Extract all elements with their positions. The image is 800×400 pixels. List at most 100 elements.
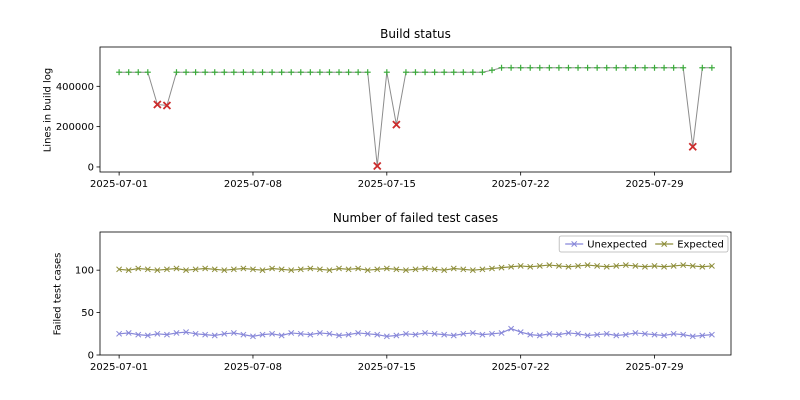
series-marker-unexpected xyxy=(565,329,572,336)
series-marker-unexpected xyxy=(383,333,390,340)
series-marker-expected xyxy=(431,266,438,273)
x-tick-label: 2025-07-29 xyxy=(625,362,683,373)
series-marker-expected xyxy=(297,266,304,273)
series-marker-expected xyxy=(125,267,132,274)
y-tick-label: 0 xyxy=(88,162,94,173)
series-marker-unexpected xyxy=(221,330,228,337)
series-marker-unexpected xyxy=(250,333,256,340)
series-marker-unexpected xyxy=(364,330,371,337)
series-marker-expected xyxy=(680,262,687,269)
series-marker-unexpected xyxy=(412,331,419,338)
series-marker-unexpected xyxy=(708,331,715,338)
series-marker-unexpected xyxy=(135,331,142,338)
x-tick-label: 2025-07-08 xyxy=(224,179,282,190)
series-marker-unexpected xyxy=(345,331,352,338)
x-tick-label: 2025-07-15 xyxy=(358,362,416,373)
series-marker-unexpected xyxy=(575,330,581,337)
series-marker-expected xyxy=(642,263,648,270)
series-marker-expected xyxy=(450,265,457,272)
series-marker-unexpected xyxy=(460,330,467,337)
series-marker-unexpected xyxy=(546,330,553,337)
series-marker-expected xyxy=(163,266,170,273)
series-marker-unexpected xyxy=(642,330,648,337)
series-marker-expected xyxy=(183,267,189,274)
series-marker-expected xyxy=(508,263,515,270)
series-marker-expected xyxy=(402,267,409,274)
series-marker-unexpected xyxy=(116,330,123,337)
series-marker-expected xyxy=(278,266,285,273)
series-marker-unexpected xyxy=(163,331,170,338)
series-marker-expected xyxy=(422,265,429,272)
series-marker-unexpected xyxy=(431,330,438,337)
failure-marker xyxy=(153,100,162,109)
series-marker-unexpected xyxy=(632,329,639,336)
series-marker-expected xyxy=(202,265,209,272)
series-marker-expected xyxy=(288,267,295,274)
series-marker-unexpected xyxy=(508,325,515,332)
series-marker-expected xyxy=(326,267,333,274)
series-marker-expected xyxy=(546,262,553,269)
series-marker-unexpected xyxy=(680,331,687,338)
series-marker-expected xyxy=(460,266,467,273)
series-marker-expected xyxy=(364,267,371,274)
series-marker-unexpected xyxy=(288,329,295,336)
series-marker-expected xyxy=(498,264,505,271)
series-marker-unexpected xyxy=(689,333,696,340)
series-marker-unexpected xyxy=(297,330,304,337)
legend-label-unexpected: Unexpected xyxy=(587,240,647,251)
series-marker-expected xyxy=(230,266,237,273)
series-marker-unexpected xyxy=(393,332,400,339)
series-marker-unexpected xyxy=(278,332,285,339)
x-tick-label: 2025-07-29 xyxy=(625,179,683,190)
failure-marker xyxy=(162,101,172,110)
series-marker-unexpected xyxy=(211,332,218,339)
series-marker-unexpected xyxy=(125,329,132,336)
series-marker-expected xyxy=(307,265,314,272)
series-marker-unexpected xyxy=(154,330,161,337)
series-marker-expected xyxy=(192,266,199,273)
series-marker-expected xyxy=(250,266,256,273)
x-tick-label: 2025-07-01 xyxy=(90,362,148,373)
x-tick-label: 2025-07-08 xyxy=(224,362,282,373)
series-marker-unexpected xyxy=(269,330,276,337)
failure-marker xyxy=(373,161,382,171)
build-status-ylabel: Lines in build log xyxy=(42,67,54,153)
series-marker-expected xyxy=(517,262,524,269)
series-marker-unexpected xyxy=(259,331,266,338)
series-marker-unexpected xyxy=(651,331,658,338)
series-marker-expected xyxy=(412,266,419,273)
axes-frame xyxy=(99,46,732,173)
series-marker-unexpected xyxy=(670,330,677,337)
series-marker-expected xyxy=(479,266,486,273)
series-marker-expected xyxy=(699,263,706,270)
series-marker-expected xyxy=(489,265,495,272)
y-tick-label: 200000 xyxy=(56,122,94,133)
series-marker-unexpected xyxy=(374,331,381,338)
series-marker-expected xyxy=(469,267,476,274)
series-marker-expected xyxy=(708,262,715,269)
series-marker-expected xyxy=(584,262,591,269)
series-marker-expected xyxy=(355,265,362,272)
series-marker-unexpected xyxy=(536,332,543,339)
series-marker-expected xyxy=(221,267,228,274)
series-marker-unexpected xyxy=(584,332,591,339)
series-marker-unexpected xyxy=(517,329,524,336)
series-marker-expected xyxy=(259,267,266,274)
series-marker-unexpected xyxy=(441,331,448,338)
series-marker-unexpected xyxy=(603,330,610,337)
series-marker-expected xyxy=(575,262,581,269)
failed-tests-ylabel: Failed test cases xyxy=(52,252,64,336)
series-marker-unexpected xyxy=(336,332,342,339)
series-marker-expected xyxy=(211,266,218,273)
legend-marker-unexpected xyxy=(571,241,578,247)
x-tick-label: 2025-07-22 xyxy=(492,362,550,373)
series-marker-unexpected xyxy=(144,332,151,339)
y-tick-label: 0 xyxy=(88,351,94,362)
series-marker-unexpected xyxy=(555,331,562,338)
series-marker-expected xyxy=(613,262,620,269)
series-marker-expected xyxy=(661,263,668,270)
series-marker-unexpected xyxy=(326,330,333,337)
series-marker-unexpected xyxy=(661,332,668,339)
